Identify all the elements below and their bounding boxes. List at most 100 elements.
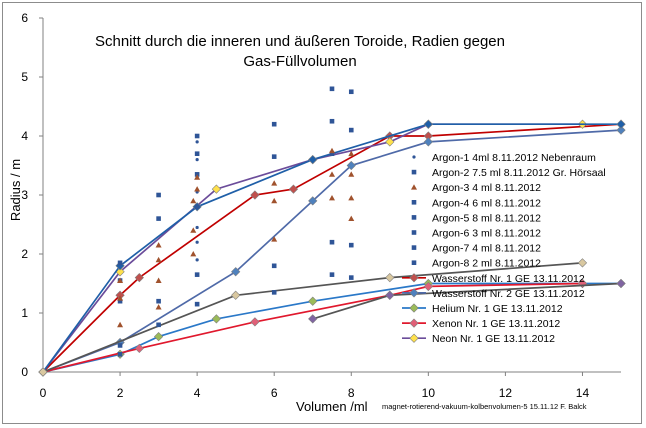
legend-entry: Argon-5 8 ml 8.11.2012 (411, 212, 541, 224)
data-point (348, 194, 355, 201)
data-point (134, 272, 144, 283)
x-tick-label: 2 (117, 386, 124, 400)
data-point (190, 197, 197, 204)
data-point (194, 301, 200, 307)
line-series-7 (308, 278, 626, 324)
data-point (117, 295, 124, 301)
data-point (195, 225, 199, 230)
y-tick-label: 3 (21, 188, 28, 202)
data-point (250, 190, 260, 200)
data-point (156, 192, 161, 198)
legend-marker (409, 333, 419, 343)
y-axis-label: Radius / m (8, 159, 23, 221)
legend-entry: Argon-4 6 ml 8.11.2012 (411, 197, 541, 209)
legend-marker (409, 288, 419, 298)
series-line (42, 262, 583, 373)
data-point (271, 263, 277, 269)
data-point (329, 151, 335, 156)
legend-label: Argon-7 4 ml 8.11.2012 (432, 243, 541, 255)
data-point (231, 290, 241, 300)
data-point (329, 86, 335, 92)
legend-marker (409, 273, 419, 283)
legend-label: Argon-1 4ml 8.11.2012 Nebenraum (432, 152, 596, 164)
data-point (577, 258, 588, 268)
legend-marker (411, 215, 417, 220)
y-tick-label: 6 (21, 11, 28, 25)
data-point (329, 272, 335, 277)
data-point (271, 197, 278, 204)
legend-marker (411, 200, 417, 205)
legend-entry: Argon-2 7.5 ml 8.11.2012 Gr. Hörsaal (411, 167, 606, 179)
legend: Argon-1 4ml 8.11.2012 Nebenraum Argon-2 7… (402, 152, 606, 345)
data-point (156, 298, 161, 304)
data-point (194, 174, 201, 180)
data-point (117, 343, 123, 348)
data-point (423, 119, 433, 129)
legend-entry: Helium Nr. 1 GE 13.11.2012 (402, 303, 563, 315)
data-point (348, 127, 354, 133)
data-point (385, 137, 395, 147)
y-tick-label: 5 (21, 70, 28, 84)
legend-label: Helium Nr. 1 GE 13.11.2012 (432, 303, 563, 315)
y-tick-label: 0 (21, 365, 28, 379)
data-point (616, 278, 626, 289)
legend-label: Argon-3 4 ml 8.11.2012 (432, 182, 541, 194)
chart-credit: magnet-rotierend-vakuum-kolbenvolumen-5 … (382, 402, 587, 411)
x-tick-label: 10 (422, 386, 436, 400)
data-point (211, 184, 222, 194)
data-point (195, 258, 199, 262)
data-point (329, 239, 335, 245)
data-point (288, 184, 299, 194)
chart-title: Schnitt durch die inneren und äußeren To… (95, 33, 505, 70)
data-point (308, 314, 318, 324)
series-line (42, 123, 621, 373)
data-point (38, 367, 48, 377)
data-point (194, 204, 200, 210)
data-point (153, 331, 164, 342)
data-point (190, 227, 197, 233)
scatter-series-2 (117, 147, 355, 328)
data-point (155, 256, 162, 263)
data-point (348, 275, 354, 280)
legend-entry: Argon-7 4 ml 8.11.2012 (411, 243, 541, 255)
data-point (423, 137, 433, 147)
data-point (346, 160, 356, 171)
legend-entry: Xenon Nr. 1 GE 13.11.2012 (402, 318, 560, 330)
data-point (271, 154, 277, 159)
data-point (329, 118, 335, 124)
data-point (348, 215, 355, 221)
legend-marker (409, 303, 419, 313)
chart-title-line-1: Schnitt durch die inneren und äußeren To… (95, 33, 505, 50)
legend-label: Neon Nr. 1 GE 13.11.2012 (432, 333, 555, 345)
legend-label: Argon-6 3 ml 8.11.2012 (432, 228, 541, 240)
legend-entry: Argon-6 3 ml 8.11.2012 (411, 228, 541, 240)
data-point (156, 216, 161, 221)
legend-label: Xenon Nr. 1 GE 13.11.2012 (432, 318, 560, 330)
data-point (348, 89, 354, 95)
data-point (329, 194, 335, 201)
line-series-1 (38, 125, 626, 377)
data-point (190, 251, 197, 257)
legend-marker (409, 318, 419, 328)
data-point (385, 272, 395, 283)
data-point (156, 322, 161, 328)
data-point (308, 196, 318, 206)
data-point (616, 119, 626, 129)
data-point (194, 133, 200, 139)
data-point (194, 186, 201, 192)
data-point (117, 260, 123, 266)
data-point (385, 290, 395, 300)
legend-entry: Wasserstoff Nr. 2 GE 13.11.2012 (402, 288, 585, 300)
legend-label: Wasserstoff Nr. 1 GE 13.11.2012 (432, 273, 585, 285)
line-series-6 (38, 258, 588, 377)
data-point (329, 171, 335, 177)
data-point (194, 151, 200, 156)
data-point (616, 125, 626, 135)
legend-label: Argon-5 8 ml 8.11.2012 (432, 212, 541, 224)
data-point (211, 314, 222, 324)
legend-label: Wasserstoff Nr. 2 GE 13.11.2012 (432, 288, 585, 300)
legend-entry: Wasserstoff Nr. 1 GE 13.11.2012 (402, 273, 585, 285)
data-point (117, 298, 123, 304)
